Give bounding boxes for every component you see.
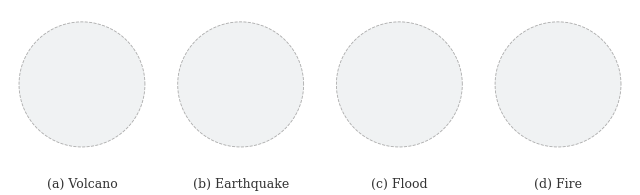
Circle shape [337, 22, 462, 147]
Text: (b) Earthquake: (b) Earthquake [193, 178, 289, 191]
Text: (c) Flood: (c) Flood [371, 178, 428, 191]
Circle shape [495, 22, 621, 147]
Circle shape [19, 22, 145, 147]
Text: (d) Fire: (d) Fire [534, 178, 582, 191]
Text: (a) Volcano: (a) Volcano [47, 178, 117, 191]
Circle shape [178, 22, 303, 147]
